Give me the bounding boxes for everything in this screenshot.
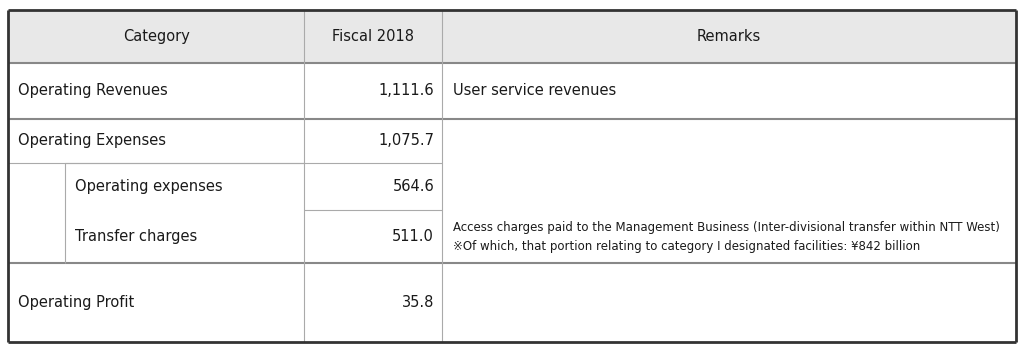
Text: Fiscal 2018: Fiscal 2018 (332, 29, 415, 44)
Text: ※Of which, that portion relating to category I designated facilities: ¥842 billi: ※Of which, that portion relating to cate… (453, 240, 920, 253)
Text: Remarks: Remarks (697, 29, 761, 44)
Text: Operating Profit: Operating Profit (18, 295, 135, 310)
Text: 35.8: 35.8 (401, 295, 434, 310)
Text: Category: Category (123, 29, 189, 44)
Text: 564.6: 564.6 (392, 179, 434, 194)
Bar (8, 10, 1016, 63)
Text: User service revenues: User service revenues (453, 83, 615, 98)
Text: 1,075.7: 1,075.7 (378, 133, 434, 149)
Text: Transfer charges: Transfer charges (75, 230, 197, 244)
Text: 511.0: 511.0 (392, 230, 434, 244)
Text: Operating Expenses: Operating Expenses (18, 133, 167, 149)
Text: 1,111.6: 1,111.6 (379, 83, 434, 98)
Text: Operating Revenues: Operating Revenues (18, 83, 168, 98)
Text: Operating expenses: Operating expenses (75, 179, 222, 194)
Text: Access charges paid to the Management Business (Inter-divisional transfer within: Access charges paid to the Management Bu… (453, 221, 999, 234)
